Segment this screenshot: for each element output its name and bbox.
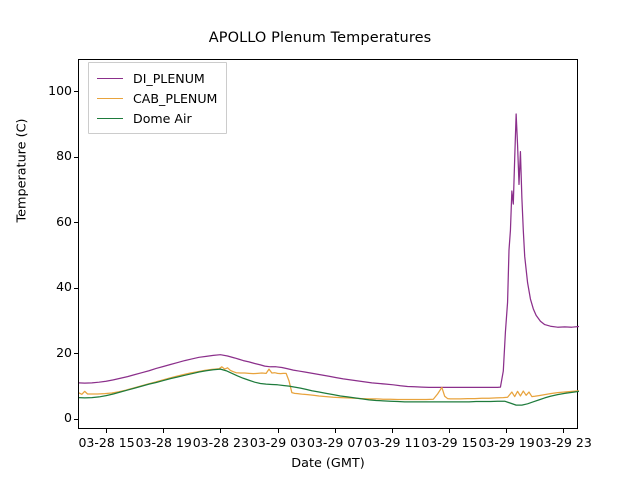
legend-label: CAB_PLENUM <box>133 90 218 106</box>
x-tick-mark <box>334 429 336 433</box>
x-tick-label: 03-28 23 <box>192 435 249 450</box>
series-line-di-plenum <box>79 113 579 389</box>
x-tick-label: 03-28 19 <box>135 435 192 450</box>
x-tick-mark <box>220 429 222 433</box>
y-tick-label: 100 <box>48 82 72 98</box>
y-tick-mark <box>74 222 78 224</box>
chart-title: APOLLO Plenum Temperatures <box>208 30 432 46</box>
series-line-cab-plenum <box>79 366 579 401</box>
y-tick-label: 0 <box>64 410 72 426</box>
x-tick-label: 03-29 11 <box>364 435 421 450</box>
x-tick-label: 03-29 07 <box>307 435 364 450</box>
x-tick-mark <box>506 429 508 433</box>
legend-item: CAB_PLENUM <box>97 88 217 108</box>
y-axis-label: Temperature (C) <box>14 118 30 223</box>
legend-label: Dome Air <box>133 110 192 126</box>
legend-color-swatch <box>97 77 123 79</box>
y-tick-mark <box>74 91 78 93</box>
chart-legend: DI_PLENUM CAB_PLENUM Dome Air <box>88 62 228 134</box>
x-tick-label: 03-29 15 <box>421 435 478 450</box>
x-axis-label: Date (GMT) <box>291 456 365 471</box>
x-tick-mark <box>106 429 108 433</box>
y-tick-label: 20 <box>56 344 72 360</box>
x-tick-mark <box>563 429 565 433</box>
legend-color-swatch <box>97 117 123 119</box>
x-tick-label: 03-29 03 <box>249 435 307 450</box>
legend-item: Dome Air <box>97 108 217 128</box>
data-lines-svg <box>79 113 579 406</box>
y-tick-mark <box>74 418 78 420</box>
y-tick-mark <box>74 156 78 158</box>
x-tick-label: 03-28 15 <box>78 435 135 450</box>
series-line-dome-air <box>79 368 579 406</box>
y-tick-label: 60 <box>56 213 72 229</box>
x-tick-mark <box>163 429 165 433</box>
x-tick-mark <box>391 429 393 433</box>
x-tick-label: 03-29 19 <box>478 435 535 450</box>
legend-item: DI_PLENUM <box>97 68 217 88</box>
x-tick-mark <box>448 429 450 433</box>
x-tick-mark <box>277 429 279 433</box>
y-tick-mark <box>74 287 78 289</box>
y-tick-label: 40 <box>56 279 72 295</box>
legend-label: DI_PLENUM <box>133 70 205 86</box>
y-tick-mark <box>74 353 78 355</box>
y-tick-label: 80 <box>56 148 72 164</box>
legend-color-swatch <box>97 97 123 99</box>
x-tick-label: 03-29 23 <box>535 435 592 450</box>
